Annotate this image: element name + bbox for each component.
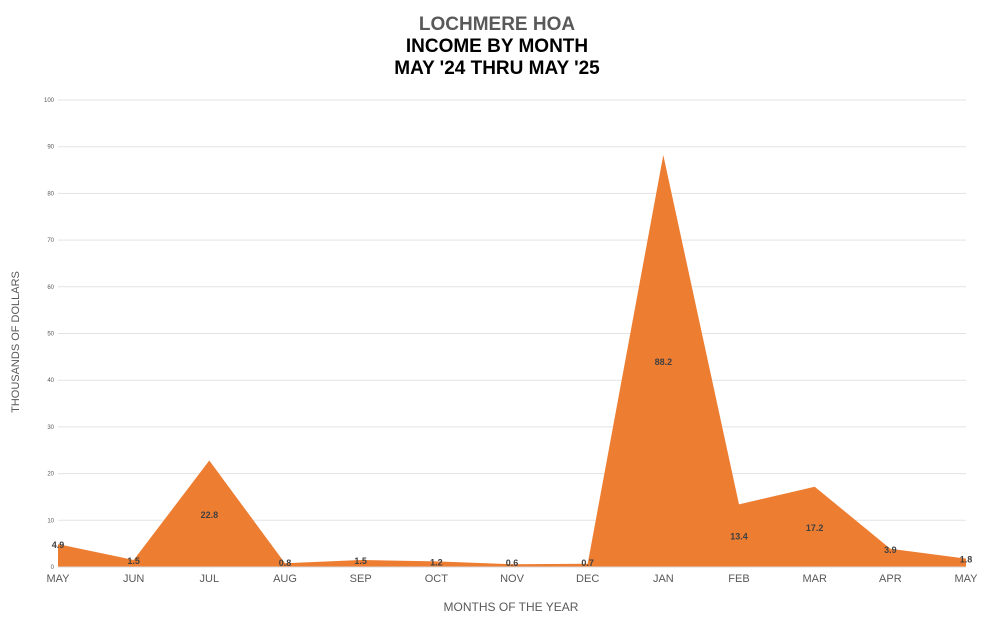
x-tick-label: MAY bbox=[46, 573, 70, 585]
x-tick-label: FEB bbox=[728, 573, 749, 585]
x-tick-label: SEP bbox=[350, 573, 372, 585]
x-tick-label: NOV bbox=[500, 573, 525, 585]
y-tick-label: 100 bbox=[44, 98, 55, 104]
data-label: 1.8 bbox=[960, 555, 973, 565]
x-tick-label: OCT bbox=[425, 573, 449, 585]
data-label: 22.8 bbox=[201, 510, 219, 520]
y-tick-label: 70 bbox=[47, 238, 54, 244]
data-label: 13.4 bbox=[730, 532, 748, 542]
y-tick-label: 0 bbox=[51, 565, 55, 571]
chart-title-line-2: INCOME BY MONTH bbox=[405, 36, 589, 57]
chart-title: LOCHMERE HOA INCOME BY MONTH MAY '24 THR… bbox=[0, 14, 994, 80]
y-tick-label: 20 bbox=[47, 472, 54, 478]
x-tick-label: AUG bbox=[273, 573, 297, 585]
x-tick-label: DEC bbox=[576, 573, 599, 585]
data-label: 0.6 bbox=[506, 558, 519, 568]
data-label: 1.5 bbox=[127, 556, 140, 566]
y-tick-label: 60 bbox=[47, 285, 54, 291]
data-label: 0.8 bbox=[279, 558, 292, 568]
data-label: 0.7 bbox=[581, 558, 594, 568]
y-tick-label: 40 bbox=[47, 378, 54, 384]
x-tick-label: JAN bbox=[653, 573, 674, 585]
data-label: 4.9 bbox=[52, 540, 65, 550]
chart-title-line-1: LOCHMERE HOA bbox=[418, 14, 576, 35]
income-area bbox=[58, 155, 966, 567]
data-label: 88.2 bbox=[655, 357, 673, 367]
y-tick-label: 80 bbox=[47, 191, 54, 197]
chart-title-line-3: MAY '24 THRU MAY '25 bbox=[394, 58, 600, 79]
y-tick-label: 90 bbox=[47, 145, 54, 151]
x-tick-label: MAY bbox=[954, 573, 978, 585]
x-tick-label: APR bbox=[879, 573, 902, 585]
y-axis-label: THOUSANDS OF DOLLARS bbox=[10, 271, 22, 413]
data-label: 1.2 bbox=[430, 557, 443, 567]
data-label: 1.5 bbox=[354, 556, 367, 566]
x-tick-label: JUN bbox=[123, 573, 144, 585]
data-label: 17.2 bbox=[806, 523, 824, 533]
x-tick-label: JUL bbox=[200, 573, 220, 585]
y-tick-label: 50 bbox=[47, 332, 54, 338]
x-tick-label: MAR bbox=[802, 573, 827, 585]
data-label: 3.9 bbox=[884, 545, 897, 555]
y-tick-label: 10 bbox=[47, 518, 54, 524]
x-axis-label: MONTHS OF THE YEAR bbox=[443, 600, 579, 614]
y-tick-label: 30 bbox=[47, 425, 54, 431]
